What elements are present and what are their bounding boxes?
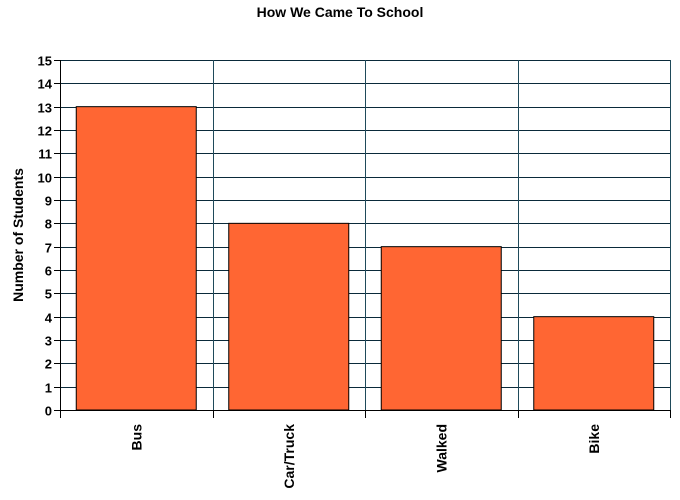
y-tick-label: 0 <box>45 404 52 419</box>
y-tick-label: 10 <box>38 171 52 186</box>
bars <box>75 106 655 411</box>
y-tick-label: 6 <box>45 264 52 279</box>
y-tick-label: 3 <box>45 334 52 349</box>
y-axis-title: Number of Students <box>10 168 26 302</box>
bar-car-truck <box>228 222 350 411</box>
y-tick-label: 15 <box>38 54 52 69</box>
chart-title: How We Came To School <box>257 4 424 20</box>
x-category-labels: Bus Car/Truck Walked Bike <box>128 424 602 489</box>
x-category-label: Bike <box>586 424 602 454</box>
y-tick-label: 7 <box>45 241 52 256</box>
bar-walked <box>380 246 502 411</box>
x-category-label: Car/Truck <box>281 424 297 489</box>
x-category-label: Bus <box>128 424 144 451</box>
bar-bus <box>75 106 197 411</box>
y-tick-label: 12 <box>38 124 52 139</box>
y-tick-label: 1 <box>45 381 52 396</box>
y-tick-label: 14 <box>38 77 53 92</box>
y-tick-label: 11 <box>38 147 52 162</box>
x-category-label: Walked <box>433 424 449 473</box>
y-tick-label: 13 <box>38 101 52 116</box>
y-tick-label: 9 <box>45 194 52 209</box>
y-tick-label: 8 <box>45 217 52 232</box>
axes <box>54 60 671 418</box>
bar-bike <box>533 316 655 411</box>
y-tick-label: 5 <box>45 287 52 302</box>
y-tick-label: 4 <box>45 311 53 326</box>
y-tick-label: 2 <box>45 357 52 372</box>
